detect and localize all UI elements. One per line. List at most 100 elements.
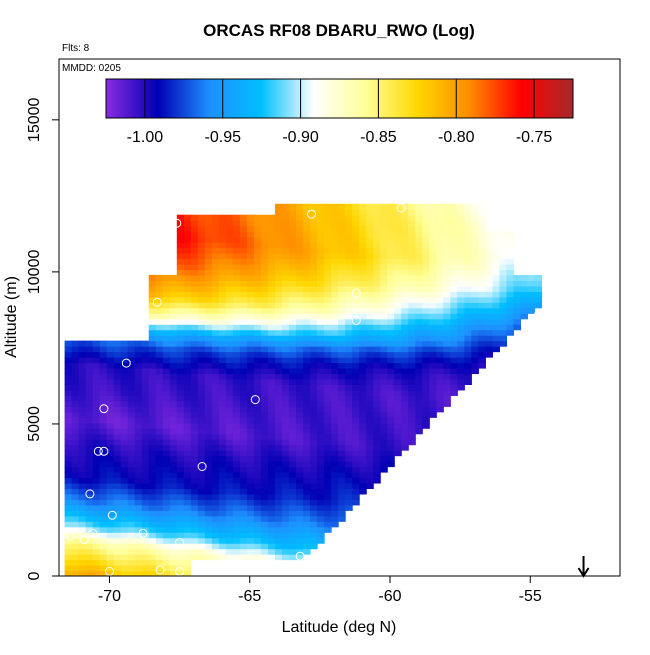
- heatmap-cell: [169, 526, 178, 533]
- heatmap-cell: [492, 291, 500, 298]
- heatmap-cell: [239, 400, 248, 407]
- heatmap-cell: [78, 493, 87, 500]
- heatmap-cell: [106, 384, 115, 391]
- heatmap-cell: [120, 570, 129, 576]
- heatmap-cell: [359, 329, 367, 336]
- heatmap-cell: [317, 477, 325, 484]
- heatmap-cell: [422, 346, 430, 353]
- heatmap-cell: [120, 378, 129, 385]
- heatmap-cell: [310, 411, 318, 418]
- heatmap-cell: [310, 422, 318, 429]
- heatmap-cell: [267, 280, 276, 287]
- heatmap-cell: [310, 521, 318, 528]
- heatmap-cell: [106, 433, 115, 440]
- heatmap-cell: [232, 515, 241, 522]
- heatmap-cell: [359, 225, 367, 232]
- heatmap-cell: [394, 335, 402, 342]
- heatmap-cell: [401, 263, 409, 271]
- heatmap-cell: [345, 274, 353, 281]
- heatmap-cell: [450, 285, 458, 292]
- heatmap-cell: [380, 242, 388, 249]
- heatmap-cell: [513, 274, 522, 281]
- heatmap-cell: [506, 296, 515, 303]
- heatmap-cell: [78, 406, 87, 413]
- x-tick-label: -60: [378, 588, 401, 605]
- heatmap-cell: [464, 329, 472, 336]
- heatmap-cell: [211, 362, 220, 369]
- heatmap-cell: [162, 313, 171, 320]
- heatmap-cell: [211, 504, 220, 511]
- heatmap-cell: [499, 302, 507, 309]
- heatmap-cell: [282, 296, 290, 303]
- heatmap-cell: [64, 389, 73, 396]
- heatmap-cell: [324, 433, 332, 440]
- heatmap-cell: [113, 477, 122, 484]
- heatmap-cell: [211, 280, 220, 287]
- heatmap-cell: [331, 411, 339, 418]
- heatmap-cell: [253, 455, 262, 462]
- heatmap-cell: [85, 417, 94, 424]
- heatmap-cell: [113, 362, 122, 369]
- heatmap-cell: [232, 324, 241, 331]
- heatmap-cell: [183, 384, 192, 391]
- heatmap-cell: [141, 493, 150, 500]
- heatmap-cell: [190, 373, 199, 380]
- heatmap-cell: [211, 296, 220, 303]
- heatmap-cell: [253, 269, 262, 276]
- profile-point: [88, 528, 98, 538]
- heatmap-cell: [408, 417, 416, 424]
- heatmap-cell: [253, 450, 262, 457]
- heatmap-cell: [267, 411, 276, 418]
- heatmap-cell: [183, 493, 192, 500]
- heatmap-cell: [464, 335, 472, 342]
- heatmap-cell: [274, 335, 283, 342]
- heatmap-cell: [422, 247, 430, 254]
- heatmap-cell: [289, 324, 297, 331]
- heatmap-cell: [232, 367, 241, 375]
- heatmap-cell: [317, 384, 325, 391]
- heatmap-cell: [310, 324, 318, 331]
- heatmap-cell: [64, 417, 73, 424]
- heatmap-cell: [92, 554, 101, 561]
- heatmap-cell: [127, 406, 136, 413]
- heatmap-cell: [267, 357, 276, 364]
- heatmap-cell: [127, 340, 136, 347]
- heatmap-cell: [253, 307, 262, 314]
- heatmap-cell: [296, 357, 304, 364]
- heatmap-cell: [366, 406, 374, 413]
- heatmap-cell: [408, 411, 416, 418]
- heatmap-cell: [499, 340, 507, 347]
- heatmap-cell: [471, 220, 479, 227]
- heatmap-cell: [274, 548, 283, 555]
- heatmap-cell: [267, 373, 276, 380]
- heatmap-cell: [260, 471, 269, 479]
- heatmap-cell: [246, 351, 255, 358]
- heatmap-cell: [204, 253, 213, 260]
- heatmap-cell: [267, 362, 276, 369]
- heatmap-cell: [394, 269, 402, 276]
- heatmap-cell: [422, 313, 430, 320]
- heatmap-cell: [408, 389, 416, 396]
- colorbar: [105, 78, 574, 119]
- heatmap-cell: [141, 450, 150, 457]
- heatmap-cell: [64, 504, 73, 511]
- profile-point: [107, 510, 117, 520]
- heatmap-cell: [464, 225, 472, 232]
- heatmap-cell: [218, 280, 227, 287]
- heatmap-cell: [443, 269, 451, 276]
- heatmap-cell: [352, 296, 360, 303]
- heatmap-cell: [176, 269, 185, 276]
- heatmap-cell: [78, 373, 87, 380]
- heatmap-cell: [190, 444, 199, 451]
- heatmap-cell: [197, 253, 206, 260]
- heatmap-cell: [120, 367, 129, 375]
- heatmap-cell: [282, 291, 290, 298]
- heatmap-cell: [366, 455, 374, 462]
- heatmap-cell: [443, 400, 451, 407]
- heatmap-cell: [120, 526, 129, 533]
- heatmap-cell: [64, 532, 73, 539]
- heatmap-cell: [211, 214, 220, 221]
- heatmap-cell: [246, 417, 255, 424]
- heatmap-cell: [239, 526, 248, 533]
- heatmap-cell: [204, 274, 213, 281]
